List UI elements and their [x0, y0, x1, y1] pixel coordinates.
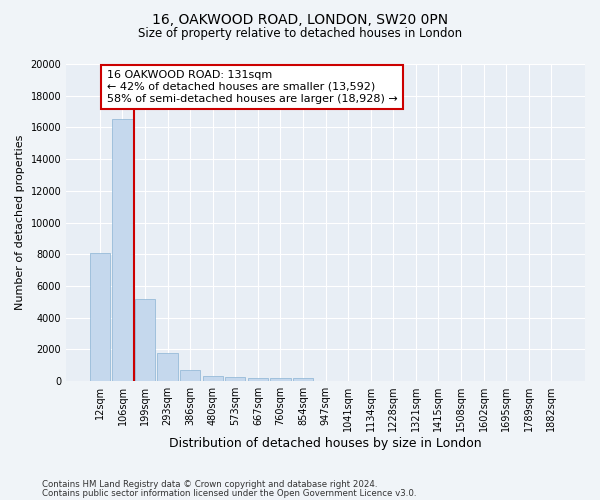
Bar [225, 377, 245, 381]
Bar [203, 376, 223, 381]
Text: Size of property relative to detached houses in London: Size of property relative to detached ho… [138, 28, 462, 40]
Text: Contains HM Land Registry data © Crown copyright and database right 2024.: Contains HM Land Registry data © Crown c… [42, 480, 377, 489]
Bar [248, 378, 268, 381]
Bar [135, 298, 155, 381]
Bar [112, 120, 133, 381]
X-axis label: Distribution of detached houses by size in London: Distribution of detached houses by size … [169, 437, 482, 450]
Bar [270, 378, 290, 381]
Bar [90, 252, 110, 381]
Bar [157, 354, 178, 381]
Text: Contains public sector information licensed under the Open Government Licence v3: Contains public sector information licen… [42, 489, 416, 498]
Text: 16, OAKWOOD ROAD, LONDON, SW20 0PN: 16, OAKWOOD ROAD, LONDON, SW20 0PN [152, 12, 448, 26]
Bar [293, 378, 313, 381]
Text: 16 OAKWOOD ROAD: 131sqm
← 42% of detached houses are smaller (13,592)
58% of sem: 16 OAKWOOD ROAD: 131sqm ← 42% of detache… [107, 70, 397, 104]
Y-axis label: Number of detached properties: Number of detached properties [15, 135, 25, 310]
Bar [180, 370, 200, 381]
